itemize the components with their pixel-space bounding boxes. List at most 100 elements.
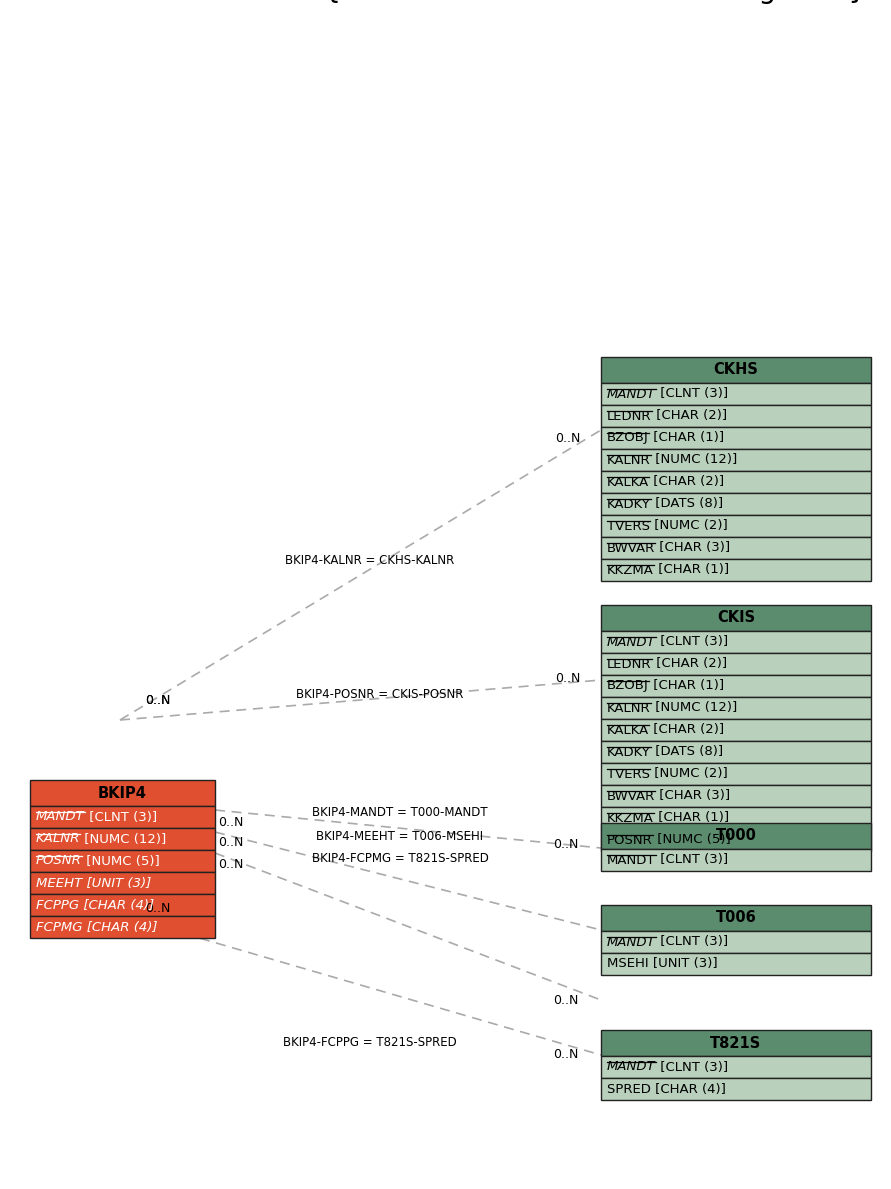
Text: 0..N: 0..N bbox=[553, 838, 578, 851]
Text: BKIP4-FCPMG = T821S-SPRED: BKIP4-FCPMG = T821S-SPRED bbox=[312, 851, 488, 864]
Text: [NUMC (12)]: [NUMC (12)] bbox=[650, 453, 737, 466]
Text: 0..N: 0..N bbox=[218, 837, 243, 849]
Text: 0..N: 0..N bbox=[553, 1049, 578, 1062]
Bar bbox=[601, 1030, 871, 1056]
Bar bbox=[601, 697, 871, 719]
Text: BWVAR: BWVAR bbox=[607, 541, 655, 554]
Text: 0..N: 0..N bbox=[553, 994, 578, 1007]
Bar bbox=[601, 515, 871, 537]
Text: [NUMC (2)]: [NUMC (2)] bbox=[650, 520, 728, 533]
Text: [CHAR (2)]: [CHAR (2)] bbox=[650, 723, 724, 736]
Text: MANDT: MANDT bbox=[607, 635, 656, 648]
Bar bbox=[30, 850, 215, 872]
Bar bbox=[30, 828, 215, 850]
Text: MANDT: MANDT bbox=[607, 936, 656, 949]
Text: MANDT: MANDT bbox=[607, 388, 656, 401]
Bar bbox=[30, 894, 215, 916]
Text: POSNR: POSNR bbox=[36, 855, 82, 868]
Text: [CLNT (3)]: [CLNT (3)] bbox=[656, 854, 728, 867]
Text: CKIS: CKIS bbox=[717, 610, 755, 625]
Text: [CHAR (3)]: [CHAR (3)] bbox=[655, 541, 731, 554]
Text: CKHS: CKHS bbox=[714, 363, 758, 377]
Text: KKZMA: KKZMA bbox=[607, 564, 654, 577]
Text: KADKY: KADKY bbox=[607, 746, 650, 759]
Bar bbox=[601, 675, 871, 697]
Text: 0..N: 0..N bbox=[145, 901, 170, 914]
Text: [CLNT (3)]: [CLNT (3)] bbox=[85, 811, 157, 824]
Bar bbox=[601, 905, 871, 931]
Text: FCPMG [CHAR (4)]: FCPMG [CHAR (4)] bbox=[36, 920, 158, 933]
Text: [CLNT (3)]: [CLNT (3)] bbox=[656, 936, 728, 949]
Text: [CHAR (1)]: [CHAR (1)] bbox=[649, 432, 723, 445]
Text: MANDT: MANDT bbox=[607, 854, 656, 867]
Text: FCPPG [CHAR (4)]: FCPPG [CHAR (4)] bbox=[36, 899, 154, 912]
Bar bbox=[601, 741, 871, 763]
Text: MSEHI [UNIT (3)]: MSEHI [UNIT (3)] bbox=[607, 957, 717, 970]
Text: [DATS (8)]: [DATS (8)] bbox=[650, 497, 723, 510]
Bar bbox=[601, 829, 871, 851]
Text: KKZMA: KKZMA bbox=[607, 812, 654, 824]
Text: [NUMC (5)]: [NUMC (5)] bbox=[653, 833, 731, 847]
Text: [CLNT (3)]: [CLNT (3)] bbox=[656, 388, 728, 401]
Text: KALNR: KALNR bbox=[607, 702, 650, 715]
Text: [CLNT (3)]: [CLNT (3)] bbox=[656, 1061, 728, 1074]
Bar bbox=[30, 872, 215, 894]
Text: [CHAR (2)]: [CHAR (2)] bbox=[651, 658, 727, 671]
Text: KALKA: KALKA bbox=[607, 723, 650, 736]
Text: KALKA: KALKA bbox=[607, 476, 650, 489]
Bar bbox=[601, 954, 871, 975]
Text: LEDNR: LEDNR bbox=[607, 658, 651, 671]
Text: KALNR: KALNR bbox=[607, 453, 650, 466]
Bar bbox=[601, 559, 871, 581]
Bar bbox=[30, 780, 215, 806]
Text: 0..N: 0..N bbox=[555, 672, 580, 685]
Text: [CHAR (1)]: [CHAR (1)] bbox=[654, 564, 729, 577]
Text: T000: T000 bbox=[715, 829, 756, 843]
Text: [NUMC (5)]: [NUMC (5)] bbox=[82, 855, 159, 868]
Bar bbox=[601, 807, 871, 829]
Bar bbox=[30, 916, 215, 938]
Text: BKIP4-MEEHT = T006-MSEHI: BKIP4-MEEHT = T006-MSEHI bbox=[316, 830, 484, 843]
Bar bbox=[601, 763, 871, 785]
Text: LEDNR: LEDNR bbox=[607, 409, 651, 422]
Bar bbox=[30, 806, 215, 828]
Text: POSNR: POSNR bbox=[607, 833, 653, 847]
Bar bbox=[601, 471, 871, 493]
Bar bbox=[601, 405, 871, 427]
Text: T821S: T821S bbox=[710, 1036, 762, 1051]
Text: BZOBJ: BZOBJ bbox=[607, 432, 649, 445]
Text: BWVAR: BWVAR bbox=[607, 789, 655, 803]
Text: [CHAR (3)]: [CHAR (3)] bbox=[655, 789, 731, 803]
Bar bbox=[601, 605, 871, 631]
Text: [CHAR (2)]: [CHAR (2)] bbox=[651, 409, 727, 422]
Bar bbox=[601, 427, 871, 449]
Text: BKIP4-POSNR = CKIS-POSNR: BKIP4-POSNR = CKIS-POSNR bbox=[297, 688, 463, 702]
Text: SPRED [CHAR (4)]: SPRED [CHAR (4)] bbox=[607, 1082, 726, 1095]
Bar bbox=[601, 1056, 871, 1078]
Text: [NUMC (12)]: [NUMC (12)] bbox=[80, 832, 167, 845]
Text: BKIP4-FCPPG = T821S-SPRED: BKIP4-FCPPG = T821S-SPRED bbox=[283, 1037, 457, 1050]
Text: [CHAR (2)]: [CHAR (2)] bbox=[650, 476, 724, 489]
Text: 0..N: 0..N bbox=[218, 816, 243, 829]
Bar bbox=[601, 1078, 871, 1100]
Text: [NUMC (2)]: [NUMC (2)] bbox=[650, 768, 728, 780]
Text: TVERS: TVERS bbox=[607, 520, 650, 533]
Text: T006: T006 bbox=[715, 911, 756, 925]
Bar bbox=[601, 449, 871, 471]
Text: 0..N: 0..N bbox=[218, 857, 243, 870]
Bar bbox=[601, 785, 871, 807]
Text: BKIP4-MANDT = T000-MANDT: BKIP4-MANDT = T000-MANDT bbox=[312, 806, 487, 819]
Bar bbox=[601, 823, 871, 849]
Bar bbox=[601, 653, 871, 675]
Text: KADKY: KADKY bbox=[607, 497, 650, 510]
Text: [CLNT (3)]: [CLNT (3)] bbox=[656, 635, 728, 648]
Bar bbox=[601, 719, 871, 741]
Text: 0..N: 0..N bbox=[145, 693, 170, 706]
Text: BZOBJ: BZOBJ bbox=[607, 679, 649, 692]
Text: MANDT: MANDT bbox=[607, 1061, 656, 1074]
Bar bbox=[601, 357, 871, 383]
Bar bbox=[601, 931, 871, 954]
Text: BKIP4-KALNR = CKHS-KALNR: BKIP4-KALNR = CKHS-KALNR bbox=[285, 554, 454, 566]
Bar bbox=[601, 493, 871, 515]
Text: 0..N: 0..N bbox=[555, 432, 580, 445]
